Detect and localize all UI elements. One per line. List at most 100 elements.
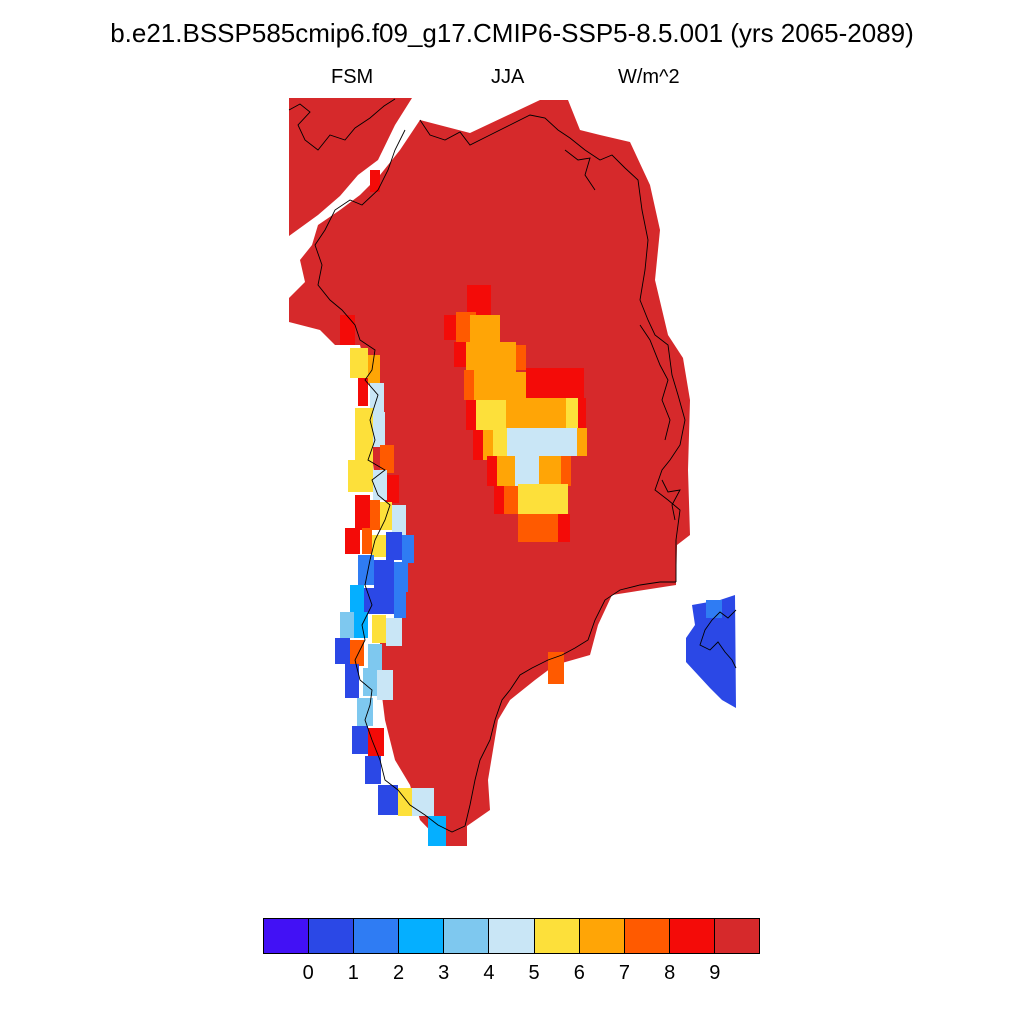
grid-cell xyxy=(358,378,368,406)
colorbar-tick-label: 7 xyxy=(618,962,631,984)
grid-cell xyxy=(368,355,380,383)
grid-cell xyxy=(377,670,393,700)
colorbar-segment xyxy=(669,919,715,953)
colorbar-segment xyxy=(354,919,400,953)
grid-cell xyxy=(497,456,515,486)
grid-cell xyxy=(577,428,587,456)
grid-cell xyxy=(473,430,483,460)
colorbar-tick-label: 5 xyxy=(528,962,540,984)
units-label: W/m^2 xyxy=(618,66,680,88)
colorbar-segment xyxy=(579,919,625,953)
grid-cell xyxy=(515,456,539,486)
grid-cell xyxy=(558,514,570,542)
grid-cell xyxy=(402,535,414,563)
grid-cell xyxy=(539,456,561,486)
colorbar-segment xyxy=(714,919,760,953)
colorbar-segment xyxy=(534,919,580,953)
coastline xyxy=(288,98,737,833)
grid-cell xyxy=(466,342,516,372)
grid-cell xyxy=(372,535,386,557)
grid-cell xyxy=(494,486,504,514)
coastline-segment xyxy=(419,114,686,582)
grid-cell xyxy=(483,430,493,460)
grid-cell xyxy=(368,644,382,670)
grid-cell xyxy=(526,368,584,398)
colorbar-segment xyxy=(399,919,445,953)
grid-cell xyxy=(386,618,402,646)
colorbar-tick-label: 2 xyxy=(392,962,405,984)
grid-cell xyxy=(373,412,385,447)
grid-cell xyxy=(345,664,359,698)
grid-cell xyxy=(364,588,394,614)
grid-cell xyxy=(345,528,360,554)
grid-cell xyxy=(340,612,354,638)
grid-cell xyxy=(578,398,586,428)
coastline-segment xyxy=(314,129,466,833)
grid-cell xyxy=(350,640,364,666)
grid-cell xyxy=(354,612,368,638)
grid-cell xyxy=(474,372,526,402)
grid-cell xyxy=(352,726,368,754)
colorbar-tick-label: 6 xyxy=(573,962,585,984)
grid-cell xyxy=(362,528,372,554)
grid-cell xyxy=(518,514,558,542)
colorbar-segment xyxy=(444,919,490,953)
grid-cell xyxy=(566,398,578,428)
grid-cell xyxy=(392,505,406,535)
grid-cell xyxy=(428,816,446,846)
colorbar-tick-label: 9 xyxy=(709,962,721,984)
grid-cell xyxy=(487,456,497,486)
grid-cell xyxy=(370,500,380,530)
grid-cell xyxy=(476,400,506,430)
grid-cell xyxy=(374,560,394,590)
colorbar-segment xyxy=(624,919,670,953)
grid-cell xyxy=(350,585,364,615)
grid-cell xyxy=(357,698,373,726)
grid-cell xyxy=(368,728,384,756)
grid-cell xyxy=(470,315,500,345)
colorbar-tick-label: 3 xyxy=(438,962,450,984)
coastline-segment xyxy=(464,581,676,827)
colorbar-tick-label: 1 xyxy=(347,962,359,984)
grid-cell xyxy=(335,638,350,664)
grid-cell xyxy=(506,398,566,428)
coastline-segment xyxy=(639,324,671,441)
grid-cell xyxy=(378,785,398,815)
colorbar-tick-label: 8 xyxy=(664,962,676,984)
grid-cell xyxy=(358,555,374,585)
iceland-field xyxy=(686,595,736,708)
grid-cell xyxy=(370,170,380,192)
colorbar-tick-label: 0 xyxy=(302,962,314,984)
plot-title: b.e21.BSSP585cmip6.f09_g17.CMIP6-SSP5-8.… xyxy=(110,18,914,48)
grid-cell xyxy=(518,484,568,514)
grid-cell xyxy=(561,456,571,486)
colorbar-tick-label: 4 xyxy=(483,962,495,984)
grid-cell xyxy=(444,315,456,340)
grid-cell xyxy=(467,285,491,315)
grid-cell xyxy=(363,668,377,696)
grid-cell xyxy=(493,428,507,458)
coastline-segment xyxy=(699,609,737,669)
grid-cell xyxy=(386,532,402,560)
coastline-segment xyxy=(661,479,681,521)
grid-cell xyxy=(706,600,722,618)
grid-cell xyxy=(355,495,370,530)
grid-cell xyxy=(340,315,355,345)
grid-cell xyxy=(380,445,394,473)
colorbar-segment xyxy=(309,919,355,953)
grid-cell xyxy=(372,615,386,643)
coastline-segment xyxy=(564,149,596,191)
variable-label: FSM xyxy=(331,66,374,88)
colorbar-segment xyxy=(264,919,310,953)
grid-cell xyxy=(464,370,474,400)
grid-cell xyxy=(394,562,408,592)
grid-cell xyxy=(466,400,476,430)
season-label: JJA xyxy=(491,66,525,88)
grid-cell xyxy=(454,342,466,367)
grid-cell xyxy=(348,460,373,492)
grid-cell xyxy=(507,428,577,456)
grid-cell xyxy=(365,756,381,784)
grid-cell xyxy=(504,486,518,514)
grid-cell xyxy=(394,590,406,618)
